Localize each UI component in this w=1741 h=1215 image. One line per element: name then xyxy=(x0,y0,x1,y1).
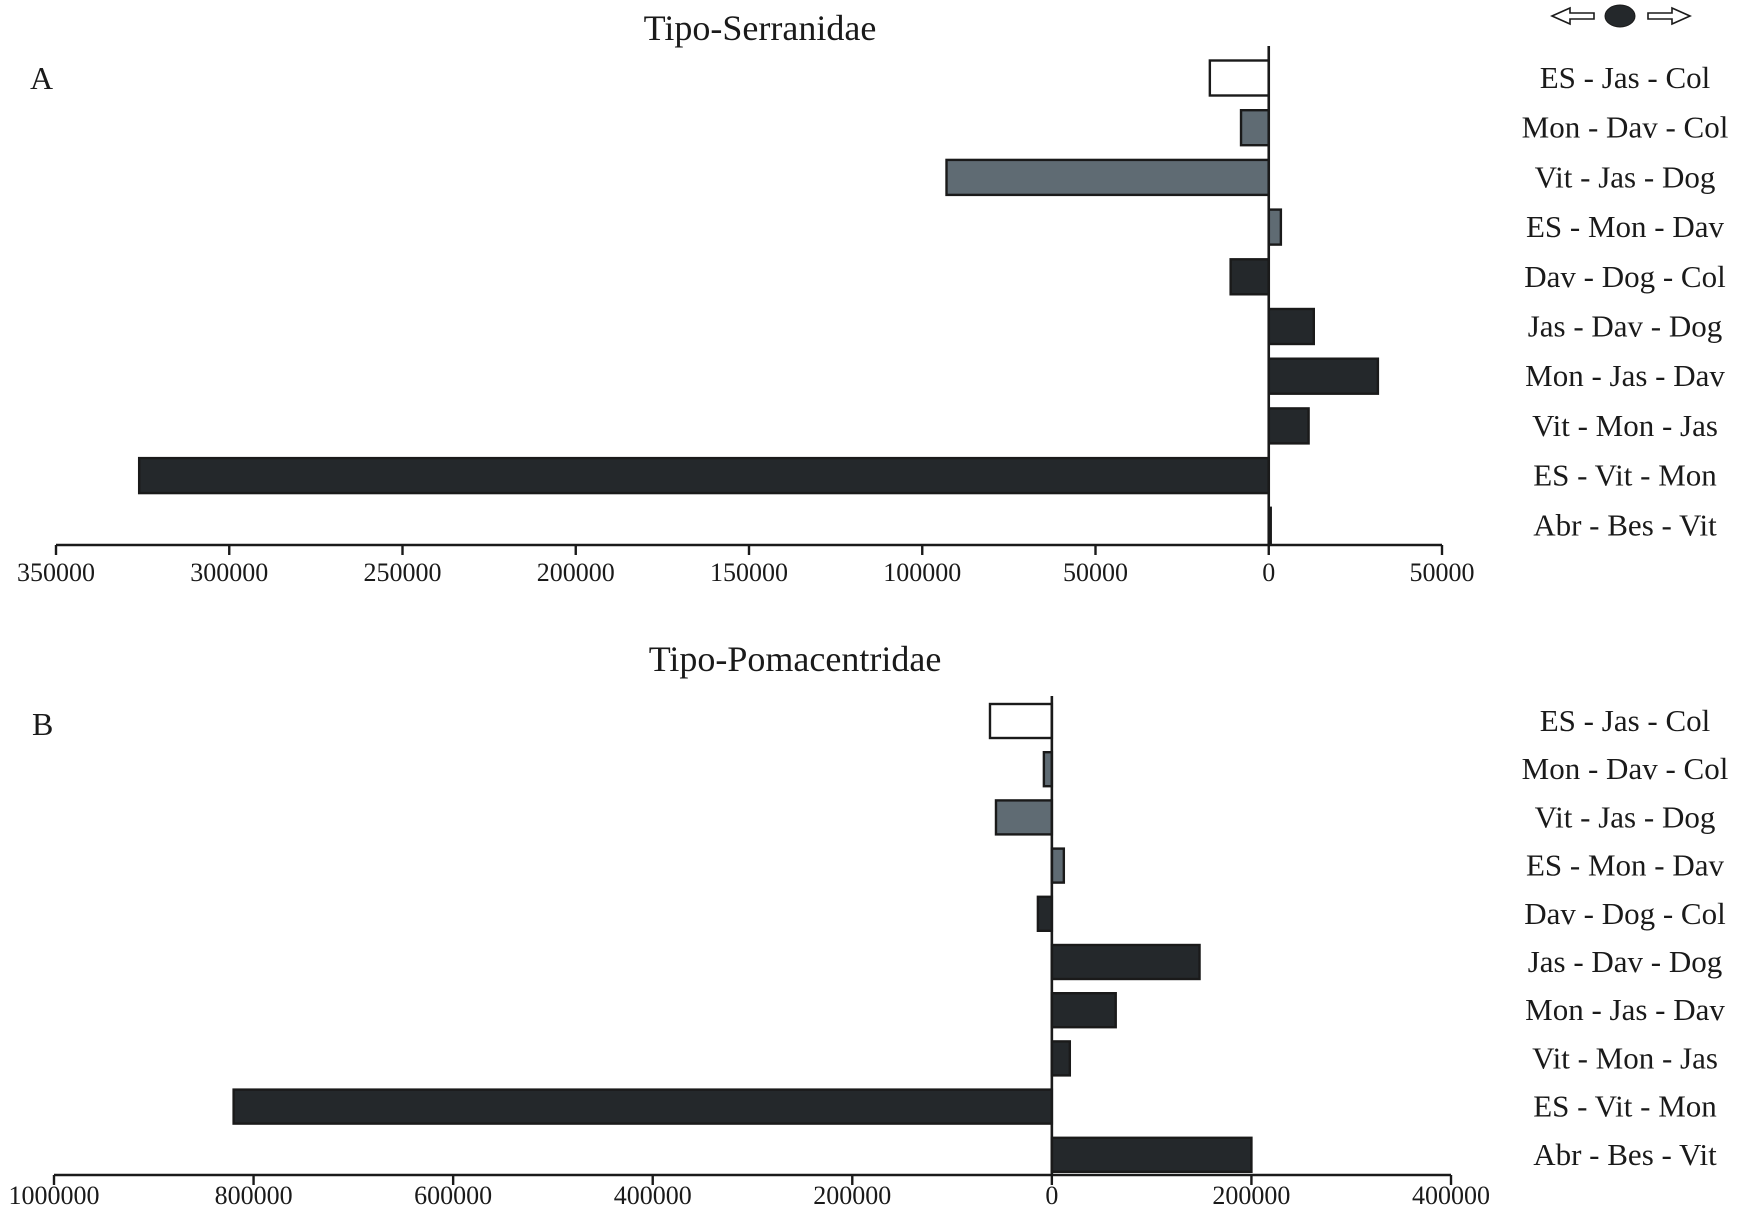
bar-3 xyxy=(994,799,1054,836)
x-tick-label: 0 xyxy=(1045,1181,1058,1210)
category-label: ES - Jas - Col xyxy=(1540,60,1711,95)
chart-title: Tipo-Pomacentridae xyxy=(649,639,942,679)
x-tick-label: 200000 xyxy=(813,1181,891,1210)
legend xyxy=(1550,4,1692,28)
bar-6 xyxy=(1050,943,1201,981)
category-label: Abr - Bes - Vit xyxy=(1533,1137,1717,1172)
category-label: ES - Vit - Mon xyxy=(1533,458,1717,493)
category-label: Jas - Dav - Dog xyxy=(1528,944,1723,979)
x-tick-label: 200000 xyxy=(1212,1181,1290,1210)
x-tick-label: 400000 xyxy=(1412,1181,1490,1210)
bar-2 xyxy=(1239,108,1270,147)
category-label: Abr - Bes - Vit xyxy=(1533,507,1717,542)
bar-5 xyxy=(1229,258,1270,296)
category-label: Vit - Mon - Jas xyxy=(1532,408,1718,443)
panel-letter: A xyxy=(30,60,53,96)
x-tick-label: 50000 xyxy=(1063,558,1128,587)
category-label: Mon - Dav - Col xyxy=(1522,751,1729,786)
category-label: Dav - Dog - Col xyxy=(1524,259,1725,294)
bar-1 xyxy=(1208,59,1270,97)
category-label: Mon - Jas - Dav xyxy=(1525,992,1725,1027)
panel-letter: B xyxy=(32,706,53,742)
x-tick-label: 0 xyxy=(1262,558,1275,587)
category-label: Mon - Jas - Dav xyxy=(1525,358,1725,393)
x-tick-label: 800000 xyxy=(215,1181,293,1210)
bar-1 xyxy=(988,702,1054,740)
category-label: Vit - Mon - Jas xyxy=(1532,1040,1718,1075)
bar-7 xyxy=(1050,992,1117,1029)
bar-7 xyxy=(1267,357,1380,395)
right-arrow-icon xyxy=(1647,6,1692,26)
category-label: Jas - Dav - Dog xyxy=(1528,309,1723,344)
category-label: Vit - Jas - Dog xyxy=(1535,799,1716,834)
left-arrow-icon xyxy=(1550,6,1595,26)
category-label: ES - Jas - Col xyxy=(1540,703,1711,738)
category-label: Vit - Jas - Dog xyxy=(1535,159,1716,194)
bar-8 xyxy=(1267,407,1310,445)
bar-4 xyxy=(1050,847,1066,884)
bar-5 xyxy=(1036,895,1054,932)
x-tick-label: 150000 xyxy=(710,558,788,587)
x-tick-label: 350000 xyxy=(17,558,95,587)
bar-10 xyxy=(1050,1136,1253,1174)
category-label: ES - Vit - Mon xyxy=(1533,1089,1717,1124)
x-tick-label: 400000 xyxy=(614,1181,692,1210)
bar-6 xyxy=(1267,307,1315,346)
category-label: Mon - Dav - Col xyxy=(1522,110,1729,145)
bar-4 xyxy=(1267,208,1283,246)
x-tick-label: 1000000 xyxy=(9,1181,100,1210)
black-dot-icon xyxy=(1604,4,1636,28)
category-label: ES - Mon - Dav xyxy=(1526,209,1725,244)
x-tick-label: 50000 xyxy=(1410,558,1475,587)
bar-8 xyxy=(1050,1040,1072,1077)
bar-9 xyxy=(137,456,1270,495)
category-label: Dav - Dog - Col xyxy=(1524,896,1725,931)
x-tick-label: 600000 xyxy=(414,1181,492,1210)
x-tick-label: 300000 xyxy=(190,558,268,587)
x-tick-label: 250000 xyxy=(364,558,442,587)
category-label: ES - Mon - Dav xyxy=(1526,848,1725,883)
chart-title: Tipo-Serranidae xyxy=(644,8,877,48)
bar-9 xyxy=(232,1088,1054,1125)
panel-serranidae: Tipo-Serranidae A 350000 300000 250000 2000… xyxy=(17,8,1728,587)
bar-3 xyxy=(945,158,1270,197)
x-tick-label: 100000 xyxy=(883,558,961,587)
x-tick-label: 200000 xyxy=(537,558,615,587)
panel-pomacentridae: Tipo-Pomacentridae B 1000000 800000 600000… xyxy=(9,639,1729,1210)
